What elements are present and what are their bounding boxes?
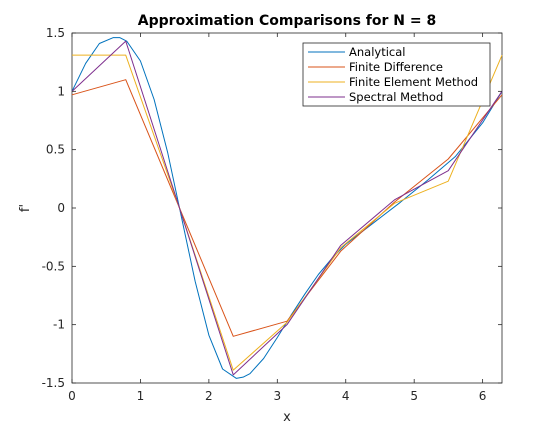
y-tick-label: 1 bbox=[57, 84, 65, 98]
y-tick-label: 0 bbox=[57, 201, 65, 215]
legend-box bbox=[302, 42, 491, 107]
legend-label-3: Finite Element Method bbox=[349, 75, 478, 89]
y-tick-label: -1.5 bbox=[42, 376, 65, 390]
chart-title: Approximation Comparisons for N = 8 bbox=[138, 13, 436, 29]
x-tick-label: 2 bbox=[205, 389, 213, 403]
legend-label-1: Analytical bbox=[349, 45, 405, 59]
y-tick-label: 0.5 bbox=[46, 143, 65, 157]
series-line-3 bbox=[72, 54, 503, 371]
x-axis-label: x bbox=[283, 410, 291, 425]
legend-label-2: Finite Difference bbox=[349, 60, 443, 74]
x-tick-label: 0 bbox=[68, 389, 76, 403]
x-tick-label: 6 bbox=[479, 389, 487, 403]
x-tick-label: 4 bbox=[342, 389, 350, 403]
x-tick-label: 1 bbox=[137, 389, 145, 403]
y-tick-label: -0.5 bbox=[42, 259, 65, 273]
legend-label-4: Spectral Method bbox=[349, 90, 443, 104]
y-tick-label: 1.5 bbox=[46, 26, 65, 40]
series-layer bbox=[71, 37, 503, 379]
y-tick-label: -1 bbox=[53, 318, 65, 332]
x-tick-label: 3 bbox=[273, 389, 281, 403]
series-line-4 bbox=[71, 40, 503, 376]
ticks-layer: 0 1 2 3 4 5 6 -1.5 -1 -0.5 0 0.5 1 1.5 bbox=[42, 26, 502, 403]
x-tick-label: 5 bbox=[410, 389, 418, 403]
y-axis-label: f' bbox=[18, 204, 33, 212]
series-line-1 bbox=[71, 37, 503, 379]
series-line-2 bbox=[71, 79, 503, 337]
